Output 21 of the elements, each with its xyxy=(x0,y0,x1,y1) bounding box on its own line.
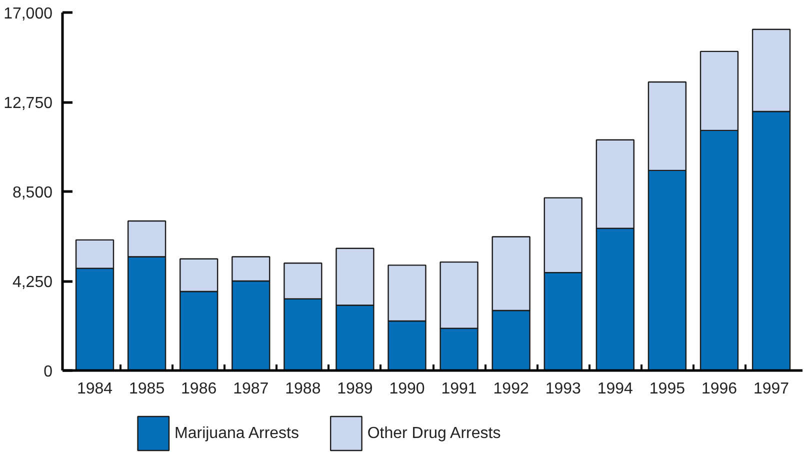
legend-label: Other Drug Arrests xyxy=(367,425,501,442)
x-tick-label: 1985 xyxy=(129,380,165,398)
x-tick-label: 1991 xyxy=(441,380,477,398)
x-tick-label: 1987 xyxy=(233,380,269,398)
y-tick-label: 8,500 xyxy=(12,184,53,202)
x-tick-label: 1997 xyxy=(753,380,790,398)
x-tick-label: 1990 xyxy=(389,380,425,398)
x-tick-label: 1986 xyxy=(181,380,217,398)
x-tick-label: 1995 xyxy=(649,380,686,398)
y-tick-label: 0 xyxy=(44,364,53,380)
x-tick-label: 1993 xyxy=(545,380,582,398)
x-tick-label: 1992 xyxy=(493,380,529,398)
legend-label: Marijuana Arrests xyxy=(174,425,300,442)
x-tick-label: 1989 xyxy=(337,380,373,398)
y-tick-label: 4,250 xyxy=(12,274,53,291)
x-tick-label: 1988 xyxy=(285,380,321,398)
y-tick-label: 17,000 xyxy=(4,6,53,22)
x-tick-label: 1996 xyxy=(701,380,738,398)
x-tick-label: 1994 xyxy=(597,380,634,398)
y-tick-label: 12,750 xyxy=(4,95,53,112)
x-tick-label: 1984 xyxy=(76,380,113,398)
